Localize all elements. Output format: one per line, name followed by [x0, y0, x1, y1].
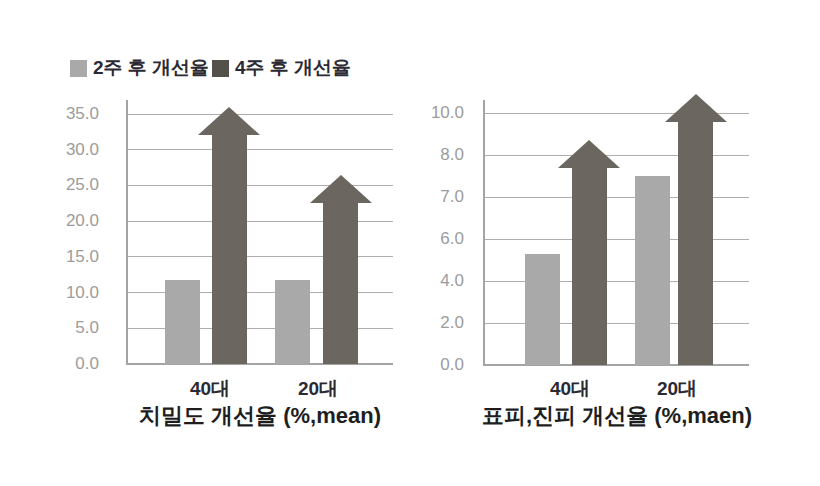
arrow-bar-4week-head	[665, 94, 727, 122]
y-tick-label: 8.0	[394, 145, 464, 165]
chart-title: 표피,진피 개선율 (%,maen)	[417, 401, 817, 431]
legend-swatch-4week	[212, 60, 229, 77]
y-tick-label: 7.0	[394, 187, 464, 207]
y-axis-line	[483, 100, 485, 366]
legend-item-2week: 2주 후 개선율	[70, 55, 209, 81]
bar-2week	[635, 176, 670, 365]
arrow-bar-4week-shaft	[212, 135, 247, 364]
y-tick-label: 25.0	[29, 175, 99, 195]
arrow-bar-4week-head	[310, 175, 372, 203]
category-label: 40대	[510, 376, 630, 402]
y-tick-label: 10.0	[394, 103, 464, 123]
category-label: 20대	[617, 376, 737, 402]
legend: 2주 후 개선율 4주 후 개선율	[0, 55, 820, 77]
arrow-bar-4week-shaft	[323, 203, 358, 364]
bar-2week	[275, 280, 310, 364]
arrow-bar-4week-head	[198, 107, 260, 135]
y-tick-label: 4.0	[394, 271, 464, 291]
y-tick-label: 30.0	[29, 140, 99, 160]
y-tick-label: 10.0	[29, 283, 99, 303]
category-label: 20대	[258, 376, 378, 402]
gridline	[128, 114, 393, 115]
y-tick-label: 20.0	[29, 211, 99, 231]
chart-title: 치밀도 개선율 (%,mean)	[60, 401, 460, 431]
arrow-bar-4week-shaft	[572, 168, 607, 365]
bar-2week	[525, 254, 560, 365]
dual-bar-chart-figure: 2주 후 개선율 4주 후 개선율 0.0 5.0 10.0 15.0 20.0 25.0…	[0, 0, 820, 486]
y-tick-label: 6.0	[394, 229, 464, 249]
y-tick-label: 0.0	[394, 355, 464, 375]
y-tick-label: 35.0	[29, 104, 99, 124]
bar-2week	[165, 280, 200, 364]
gridline	[128, 149, 393, 150]
y-tick-label: 2.0	[394, 313, 464, 333]
y-axis-line	[126, 100, 128, 365]
arrow-bar-4week-head	[558, 140, 620, 168]
y-tick-label: 5.0	[29, 318, 99, 338]
legend-label-2week: 2주 후 개선율	[93, 55, 209, 81]
legend-item-4week: 4주 후 개선율	[212, 55, 351, 81]
arrow-bar-4week-shaft	[678, 122, 713, 365]
legend-swatch-2week	[70, 60, 87, 77]
legend-label-4week: 4주 후 개선율	[235, 55, 351, 81]
category-label: 40대	[150, 376, 270, 402]
y-tick-label: 15.0	[29, 247, 99, 267]
y-tick-label: 0.0	[29, 354, 99, 374]
